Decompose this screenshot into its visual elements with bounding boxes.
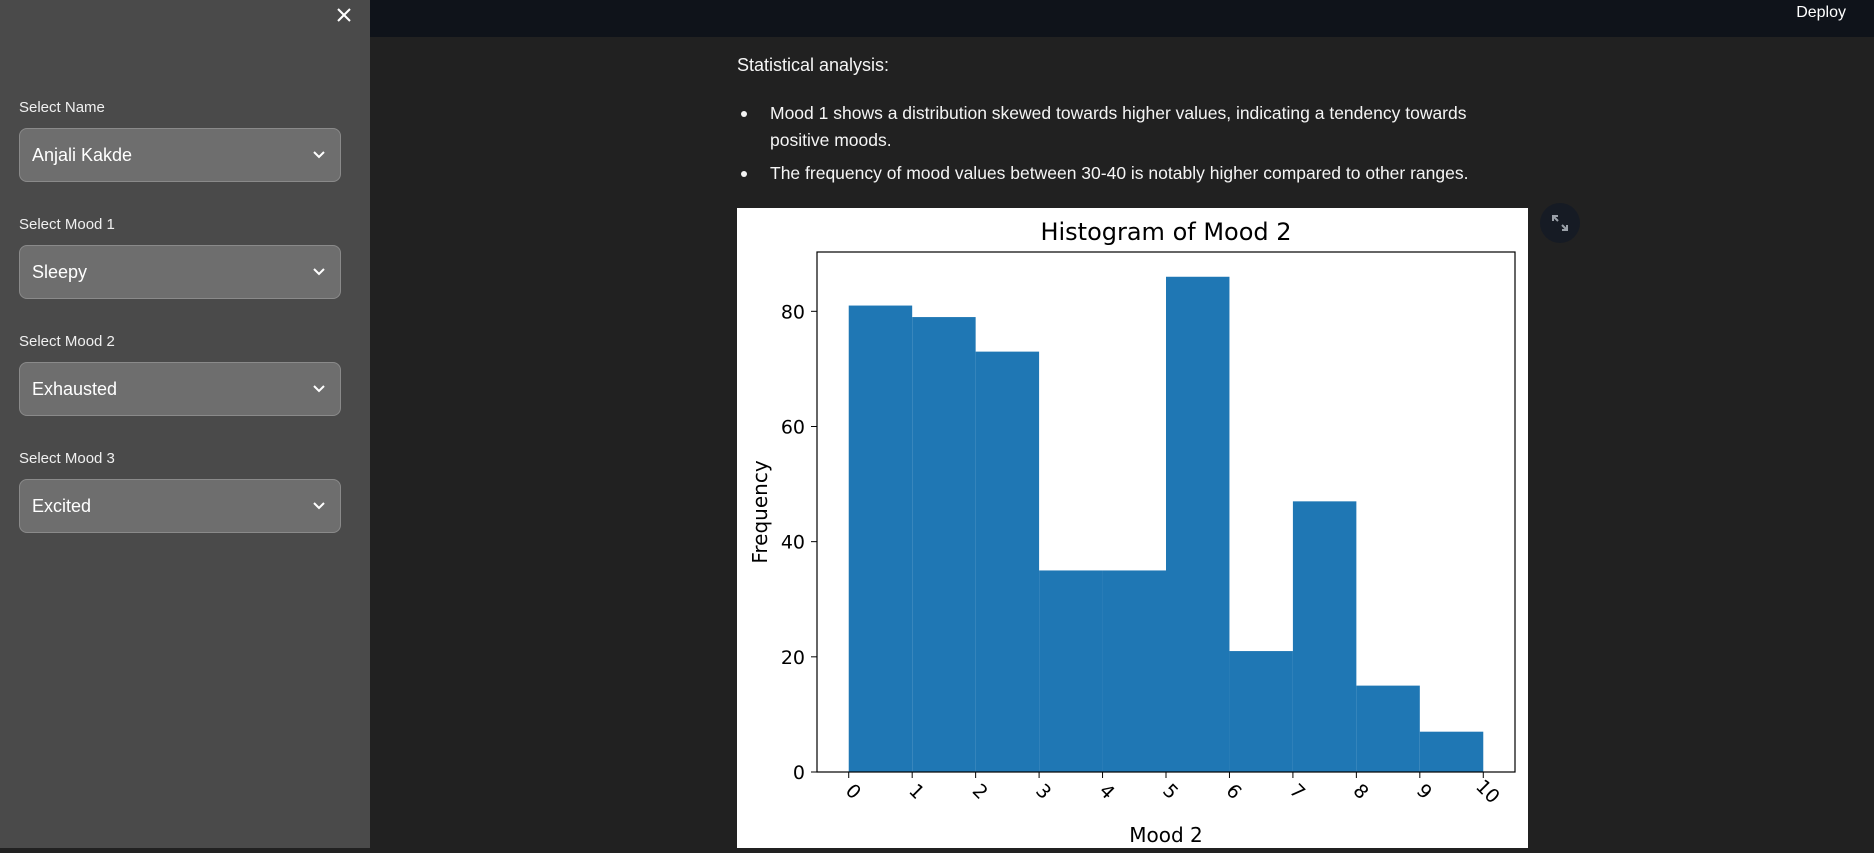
histogram-bar [1419, 731, 1484, 772]
close-icon [337, 8, 351, 22]
select-mood3-label: Select Mood 3 [19, 450, 115, 467]
x-tick-label: 9 [1412, 780, 1436, 804]
y-tick-label: 40 [781, 532, 805, 554]
chevron-down-icon [313, 502, 325, 510]
y-tick-label: 60 [781, 416, 805, 438]
expand-icon [1552, 215, 1568, 231]
analysis-list: Mood 1 shows a distribution skewed towar… [737, 100, 1517, 193]
y-axis-label: Frequency [748, 460, 772, 563]
close-sidebar-button[interactable] [333, 4, 355, 26]
select-mood3-value: Excited [32, 496, 92, 516]
select-mood1-label: Select Mood 1 [19, 216, 115, 233]
select-name-dropdown[interactable]: Anjali Kakde [19, 128, 341, 182]
histogram-bar [1356, 685, 1420, 772]
histogram-bar [1229, 651, 1293, 772]
sidebar: Select Name Anjali Kakde Select Mood 1 S… [0, 0, 370, 848]
histogram-bar [848, 305, 913, 772]
x-tick-label: 4 [1095, 780, 1119, 804]
deploy-button[interactable]: Deploy [1796, 4, 1846, 21]
x-tick-label: 6 [1222, 780, 1246, 804]
select-name-value: Anjali Kakde [32, 145, 133, 165]
chevron-down-icon [313, 151, 325, 159]
list-item: The frequency of mood values between 30-… [737, 160, 1517, 187]
select-mood2-dropdown[interactable]: Exhausted [19, 362, 341, 416]
select-name-label: Select Name [19, 99, 105, 116]
y-tick-label: 80 [781, 301, 805, 323]
x-tick-label: 0 [841, 780, 865, 804]
select-mood3-dropdown[interactable]: Excited [19, 479, 341, 533]
histogram-chart: 0 20 40 60 80 0 1 2 3 4 5 6 7 8 9 10 Histogram of Mood 2… [737, 208, 1528, 848]
histogram-bar [1292, 501, 1357, 772]
chevron-down-icon [313, 385, 325, 393]
chart-title: Histogram of Mood 2 [1040, 218, 1291, 246]
histogram-bar [1102, 570, 1166, 772]
top-bar: Deploy [370, 0, 1874, 37]
x-tick-label: 2 [968, 780, 992, 804]
x-axis-label: Mood 2 [1129, 823, 1203, 847]
select-mood2-value: Exhausted [32, 379, 118, 399]
select-mood1-dropdown[interactable]: Sleepy [19, 245, 341, 299]
histogram-bar [975, 351, 1040, 772]
select-mood1-value: Sleepy [32, 262, 88, 282]
histogram-bar [1039, 570, 1103, 772]
select-mood2-label: Select Mood 2 [19, 333, 115, 350]
fullscreen-button[interactable] [1540, 203, 1580, 243]
x-tick-label: 5 [1158, 780, 1182, 804]
histogram-bar [912, 317, 976, 772]
x-tick-label: 10 [1471, 775, 1504, 808]
x-tick-label: 7 [1285, 780, 1309, 804]
y-tick-label: 0 [793, 762, 805, 784]
chevron-down-icon [313, 268, 325, 276]
histogram-bar [1166, 276, 1230, 772]
x-tick-label: 3 [1031, 780, 1055, 804]
histogram-svg: 0 20 40 60 80 0 1 2 3 4 5 6 7 8 9 10 Histogram of Mood 2… [748, 218, 1516, 847]
x-tick-label: 8 [1349, 780, 1373, 804]
analysis-heading: Statistical analysis: [737, 55, 890, 75]
y-tick-label: 20 [781, 647, 805, 669]
x-tick-label: 1 [904, 780, 928, 804]
list-item: Mood 1 shows a distribution skewed towar… [737, 100, 1517, 154]
